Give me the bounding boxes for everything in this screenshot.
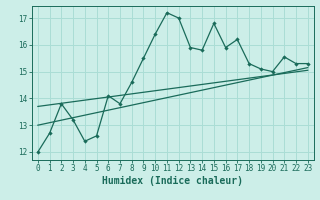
X-axis label: Humidex (Indice chaleur): Humidex (Indice chaleur) [102, 176, 243, 186]
